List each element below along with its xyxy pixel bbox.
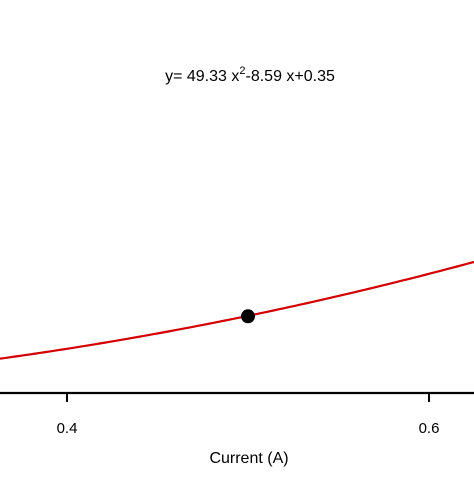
x-tick-label: 0.4 [57, 420, 78, 437]
equation-prefix: y= 49.33 x [165, 68, 239, 85]
fit-curve-layer [0, 260, 474, 360]
x-tick-label: 0.6 [419, 420, 440, 437]
data-point [241, 309, 255, 324]
data-points-layer [241, 309, 255, 324]
x-axis-ticks: 0.40.60.8 [57, 393, 440, 437]
equation-superscript: 2 [239, 65, 245, 77]
x-axis-title: Current (A) [209, 450, 288, 467]
equation-suffix: -8.59 x+0.35 [246, 68, 336, 85]
fit-equation-annotation: y= 49.33 x2-8.59 x+0.35 [165, 65, 335, 85]
fit-curve [0, 260, 474, 360]
